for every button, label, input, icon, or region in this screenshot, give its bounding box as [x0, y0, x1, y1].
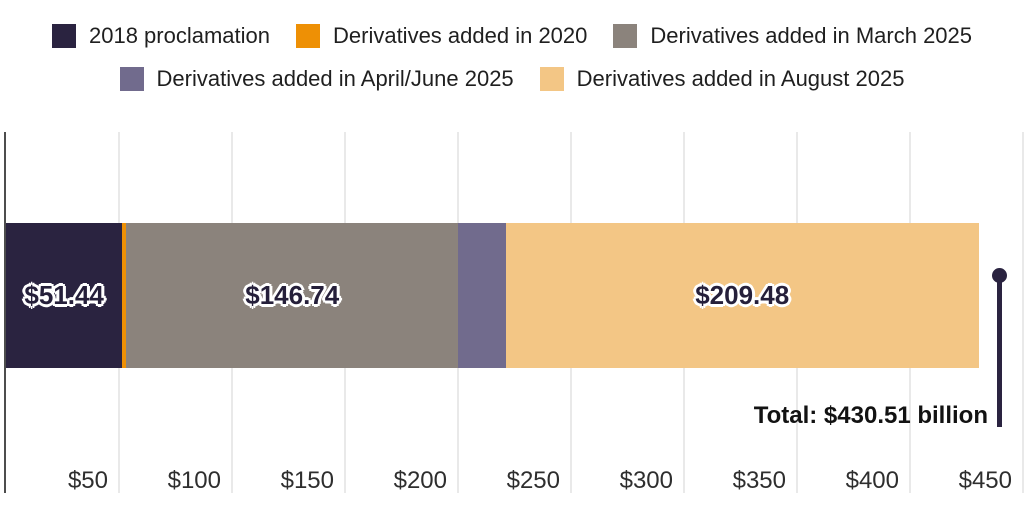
bar-value-label: $209.48	[695, 280, 790, 310]
bar-segment-1	[122, 223, 127, 368]
legend-swatch-derivatives-apr-jun-2025	[119, 67, 144, 91]
bar-value-label: $51.44	[24, 280, 104, 310]
legend-label-derivatives-august-2025: Derivatives added in August 2025	[576, 66, 905, 91]
x-tick-label: $250	[506, 467, 560, 494]
legend-swatch-derivatives-2020	[296, 24, 320, 48]
x-tick-label: $150	[280, 467, 334, 494]
x-tick-label: $450	[958, 467, 1012, 494]
total-marker-line	[997, 275, 1002, 427]
legend-item-derivatives-2020: Derivatives added in 2020	[296, 23, 587, 49]
legend-item-derivatives-august-2025: Derivatives added in August 2025	[539, 66, 905, 92]
bar-segment-0: $51.44	[6, 223, 123, 368]
legend-label-derivatives-march-2025: Derivatives added in March 2025	[650, 23, 973, 48]
legend-label-derivatives-apr-jun-2025: Derivatives added in April/June 2025	[156, 66, 514, 91]
x-tick-label: $200	[393, 467, 447, 494]
bar-segment-3	[458, 223, 506, 368]
total-marker-dot	[992, 268, 1007, 283]
legend-item-derivatives-apr-jun-2025: Derivatives added in April/June 2025	[119, 66, 514, 92]
x-tick-label: $300	[619, 467, 673, 494]
bar-value-label: $146.74	[245, 280, 340, 310]
x-tick-label: $350	[732, 467, 786, 494]
legend-swatch-2018-proclamation	[51, 24, 76, 48]
gridline	[1022, 132, 1024, 493]
plot-area: $51.44 $146.74 $209.48 Total: $430.51 bill…	[4, 132, 1024, 494]
legend-item-derivatives-march-2025: Derivatives added in March 2025	[613, 23, 972, 49]
bar-segment-4: $209.48	[505, 223, 979, 368]
x-tick-label: $400	[845, 467, 899, 494]
bar-segment-2: $146.74	[126, 223, 459, 368]
x-tick-label: $50	[67, 467, 108, 494]
legend-item-2018-proclamation: 2018 proclamation	[51, 23, 270, 49]
total-label: Total: $430.51 billion	[753, 402, 988, 429]
stacked-bar: $51.44 $146.74 $209.48	[6, 223, 979, 368]
legend-label-derivatives-2020: Derivatives added in 2020	[333, 23, 588, 48]
legend-swatch-derivatives-august-2025	[539, 67, 564, 91]
legend-label-2018-proclamation: 2018 proclamation	[88, 23, 270, 48]
legend-row-2: Derivatives added in April/June 2025 Der…	[0, 63, 1024, 95]
x-tick-label: $100	[167, 467, 221, 494]
legend: 2018 proclamation Derivatives added in 2…	[0, 20, 1024, 106]
legend-swatch-derivatives-march-2025	[613, 24, 638, 48]
legend-row-1: 2018 proclamation Derivatives added in 2…	[0, 20, 1024, 52]
